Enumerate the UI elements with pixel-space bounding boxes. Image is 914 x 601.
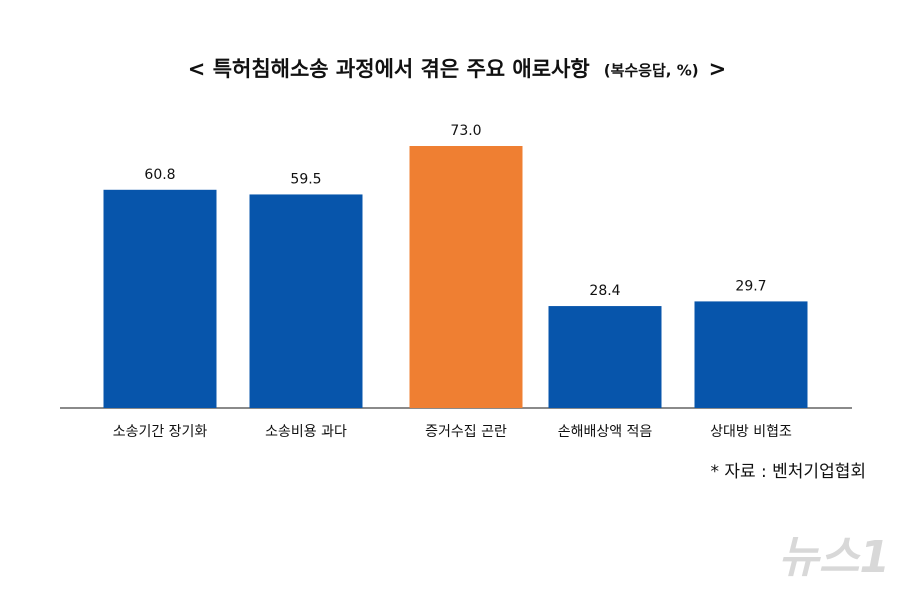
- x-tick-label: 소송기간 장기화: [113, 424, 208, 440]
- x-tick-label: 손해배상액 적음: [558, 424, 653, 440]
- chart-title: < 특허침해소송 과정에서 겪은 주요 애로사항: [188, 57, 590, 81]
- x-tick-label: 소송비용 과다: [265, 424, 347, 440]
- x-tick-label: 증거수집 곤란: [425, 424, 507, 440]
- bar: [694, 301, 808, 408]
- value-label: 73.0: [450, 123, 481, 139]
- watermark: 뉴스1: [778, 532, 890, 583]
- value-label: 60.8: [144, 167, 175, 183]
- value-label: 29.7: [735, 278, 766, 294]
- source: * 자료 : 벤처기업협회: [710, 462, 866, 482]
- value-label: 59.5: [290, 171, 321, 187]
- chart-subtitle: (복수응답, %): [604, 62, 699, 80]
- bar: [409, 146, 523, 408]
- title-end: >: [709, 57, 727, 81]
- value-label: 28.4: [589, 283, 620, 299]
- bar: [249, 194, 363, 408]
- bar: [548, 306, 662, 408]
- bar: [103, 189, 217, 408]
- x-tick-label: 상대방 비협조: [710, 424, 792, 440]
